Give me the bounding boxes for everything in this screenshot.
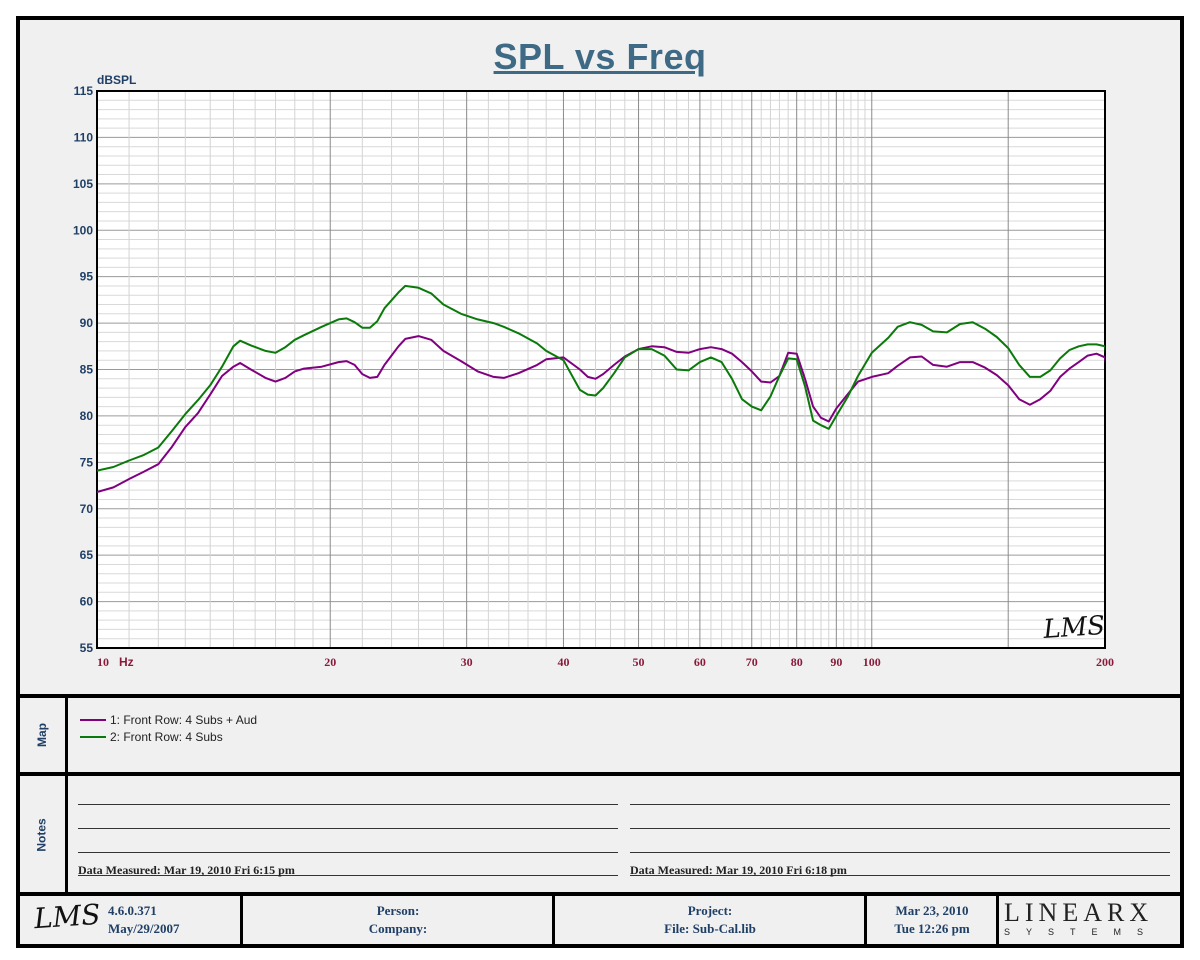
x-tick-label: 40 (557, 655, 569, 669)
notes-sidebar-label: Notes (35, 818, 49, 852)
footer-project-block: Project: File: Sub-Cal.lib (556, 902, 864, 938)
series-line-1 (97, 335, 1105, 493)
linearx-logo: LINEARX SYSTEMS (1004, 900, 1174, 940)
footer-company: Company: (368, 921, 428, 936)
y-tick-label: 80 (80, 409, 94, 423)
footer-date: Mar 23, 2010 (895, 903, 969, 918)
y-tick-labels: 55 60 65 70 75 80 85 90 95 100 105 110 115 (73, 84, 93, 655)
y-tick-label: 55 (80, 641, 94, 655)
y-tick-label: 75 (80, 455, 94, 469)
notes-right-line-2 (630, 828, 1170, 829)
y-tick-label: 60 (80, 595, 94, 609)
x-axis-unit: Hz (119, 655, 134, 669)
notes-left-measured: Data Measured: Mar 19, 2010 Fri 6:15 pm (78, 863, 295, 877)
x-tick-label: 70 (746, 655, 758, 669)
x-tick-label: 60 (694, 655, 706, 669)
divider-chart-map (20, 694, 1180, 698)
notes-left-line-1 (78, 804, 618, 805)
x-tick-label: 100 (863, 655, 881, 669)
divider-notes-footer (20, 892, 1180, 896)
y-tick-label: 90 (80, 316, 94, 330)
y-tick-label: 105 (73, 177, 93, 191)
y-axis-label: dBSPL (97, 73, 136, 87)
notes-right-line-1 (630, 804, 1170, 805)
footer-version-block: 4.6.0.371 May/29/2007 (108, 902, 180, 938)
lms-watermark: LMS (1041, 611, 1106, 645)
chart: 55 60 65 70 75 80 85 90 95 100 105 110 115 10 20 30 40 5… (73, 73, 1114, 669)
footer-divider-3 (864, 896, 867, 944)
legend-label-1: 1: Front Row: 4 Subs + Aud (110, 713, 258, 727)
linearx-brand-sub: SYSTEMS (1004, 927, 1160, 937)
footer-divider-1 (240, 896, 243, 944)
notes-left-line-4 (78, 875, 618, 876)
notes-left-line-3 (78, 852, 618, 853)
footer-person-block: Person: Company: (244, 902, 552, 938)
footer-version: 4.6.0.371 (108, 903, 157, 918)
footer-time: Tue 12:26 pm (894, 921, 970, 936)
footer-file: File: Sub-Cal.lib (664, 921, 756, 936)
report-frame: SPL vs Freq 55 60 65 70 75 80 85 90 95 100 105 110 1… (16, 16, 1184, 948)
legend-item-series-1: 1: Front Row: 4 Subs + Aud (80, 712, 257, 728)
map-sidebar: Map (22, 720, 62, 750)
grid (96, 90, 1106, 649)
sidebar-divider (65, 698, 68, 892)
legend-label-2: 2: Front Row: 4 Subs (110, 730, 223, 744)
legend-swatch-purple (80, 719, 106, 721)
lms-logo: LMS (32, 897, 102, 936)
y-tick-label: 85 (80, 363, 94, 377)
x-tick-label: 90 (830, 655, 842, 669)
footer-divider-2 (552, 896, 555, 944)
footer-build-date: May/29/2007 (108, 921, 180, 936)
footer-date-block: Mar 23, 2010 Tue 12:26 pm (868, 902, 996, 938)
x-tick-label: 50 (633, 655, 645, 669)
x-tick-labels: 10 20 30 40 50 60 70 80 90 100 200 (97, 655, 1114, 669)
notes-right-line-3 (630, 852, 1170, 853)
y-tick-label: 95 (80, 270, 94, 284)
footer-project: Project: (687, 903, 733, 918)
y-tick-label: 70 (80, 502, 94, 516)
footer-person: Person: (376, 903, 420, 918)
series-line-2 (97, 284, 1105, 472)
x-tick-label: 200 (1096, 655, 1114, 669)
notes-left-line-2 (78, 828, 618, 829)
linearx-brand: LINEARX (1004, 898, 1154, 927)
y-tick-label: 115 (74, 84, 94, 98)
x-tick-label: 10 (97, 655, 109, 669)
x-tick-label: 20 (324, 655, 336, 669)
legend-swatch-green (80, 736, 106, 738)
y-tick-label: 100 (73, 223, 93, 237)
y-tick-label: 65 (80, 548, 94, 562)
x-tick-label: 30 (461, 655, 473, 669)
notes-sidebar: Notes (22, 815, 62, 855)
chart-title: SPL vs Freq (493, 36, 707, 77)
divider-map-notes (20, 772, 1180, 776)
legend-item-series-2: 2: Front Row: 4 Subs (80, 729, 223, 745)
x-tick-label: 80 (791, 655, 803, 669)
map-sidebar-label: Map (35, 723, 49, 747)
y-tick-label: 110 (74, 130, 94, 144)
series-group (97, 284, 1105, 493)
notes-right-line-4 (630, 875, 1170, 876)
notes-right-measured: Data Measured: Mar 19, 2010 Fri 6:18 pm (630, 863, 847, 877)
plot-border (96, 90, 1106, 649)
footer-divider-4 (996, 896, 999, 944)
